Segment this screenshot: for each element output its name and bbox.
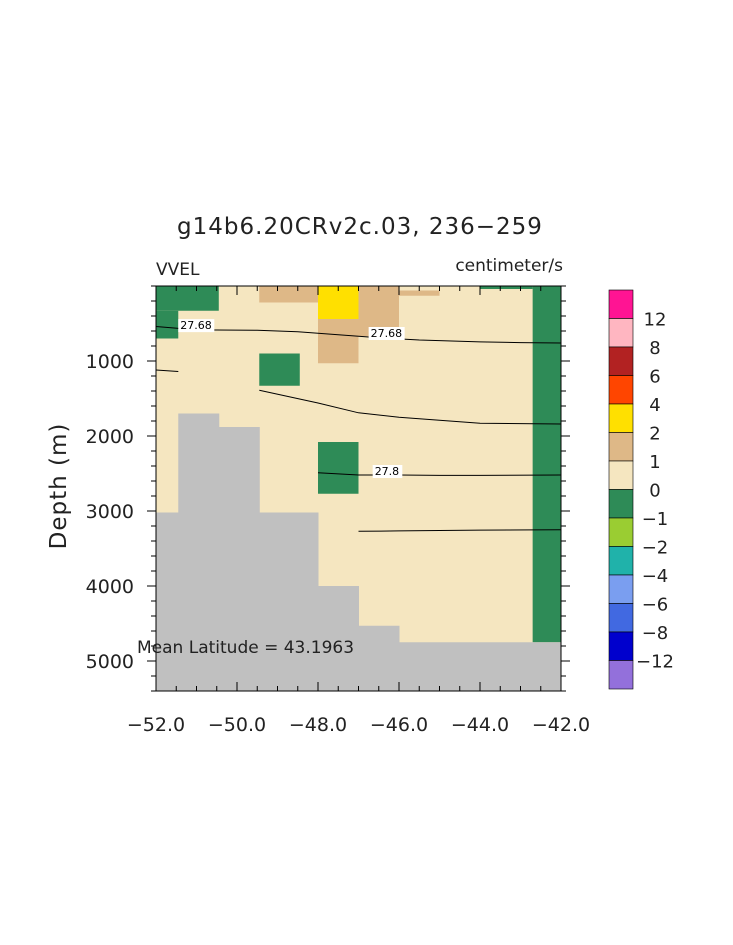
colorbar-label-13: −12 [636, 652, 674, 673]
land-segment-1 [178, 413, 220, 691]
velocity-cell-6 [318, 319, 359, 364]
colorbar-label-2: 8 [649, 338, 660, 359]
velocity-cell-1 [156, 310, 179, 339]
contour-line-3 [259, 389, 562, 425]
colorbar-swatch-4 [608, 403, 634, 433]
colorbar-swatch-10 [608, 574, 634, 604]
variable-label: VVEL [156, 260, 200, 280]
colorbar-swatch-8 [608, 517, 634, 547]
land-mask [156, 413, 562, 691]
colorbar-label-1: 12 [644, 310, 667, 331]
land-segment-5 [358, 625, 400, 691]
velocity-cell-0 [156, 286, 219, 311]
velocity-cell-3 [318, 286, 359, 319]
x-tick-label-0: −52.0 [127, 714, 185, 736]
colorbar-label-7: 0 [649, 481, 660, 502]
units-label: centimeter/s [455, 256, 563, 276]
colorbar-label-6: 1 [649, 452, 660, 473]
colorbar-swatch-1 [608, 318, 634, 348]
velocity-cell-7 [399, 290, 440, 296]
y-axis-label: Depth (m) [46, 423, 72, 550]
colorbar-label-5: 2 [649, 424, 660, 445]
colorbar-swatch-9 [608, 546, 634, 576]
contour-label-box-0 [178, 319, 215, 333]
velocity-cell-2 [259, 286, 318, 303]
y-tick-label-3: 4000 [86, 576, 134, 598]
colorbar [608, 289, 634, 690]
contour-label-0: 27.68 [180, 319, 212, 332]
density-contours: 27.68 27.68 27.8 [155, 319, 562, 532]
colorbar-label-8: −1 [642, 509, 669, 530]
colorbar-label-12: −8 [642, 623, 669, 644]
x-tick-label-5: −42.0 [532, 714, 590, 736]
colorbar-swatch-11 [608, 603, 634, 633]
axis-ticks [147, 285, 570, 692]
y-tick-label-2: 3000 [86, 501, 134, 523]
contour-line-5 [358, 529, 562, 532]
colorbar-swatch-12 [608, 631, 634, 661]
colorbar-swatch-6 [608, 460, 634, 490]
land-segment-4 [318, 586, 359, 691]
land-segment-0 [156, 512, 179, 691]
land-segment-7 [532, 642, 562, 691]
x-tick-label-3: −46.0 [370, 714, 428, 736]
contour-line-4 [317, 472, 562, 476]
contour-label-1: 27.68 [371, 327, 403, 340]
velocity-cell-10 [532, 286, 561, 643]
colorbar-label-10: −4 [642, 566, 669, 587]
land-segment-2 [218, 427, 260, 691]
contour-label-box-4 [372, 465, 403, 478]
axis-tick-labels: −52.0 −50.0 −48.0 −46.0 −44.0 −42.0 1000 2000 30… [86, 351, 590, 736]
y-tick-label-4: 5000 [86, 651, 134, 673]
contour-line-2 [155, 369, 179, 372]
colorbar-swatch-5 [608, 432, 634, 462]
colorbar-label-4: 4 [649, 395, 660, 416]
chart-title: g14b6.20CRv2c.03, 236−259 [177, 214, 543, 240]
y-tick-label-1: 2000 [86, 426, 134, 448]
colorbar-labels: 12 8 6 4 2 1 0 −1 −2 −4 −6 −8 −12 [636, 310, 674, 673]
colorbar-swatch-7 [608, 489, 634, 519]
y-tick-label-0: 1000 [86, 351, 134, 373]
contour-line-0 [155, 326, 562, 344]
x-tick-label-2: −48.0 [289, 714, 347, 736]
colorbar-swatch-13 [608, 660, 634, 690]
land-segment-3 [259, 512, 319, 691]
colorbar-swatch-0 [608, 289, 634, 319]
colorbar-label-11: −6 [642, 595, 669, 616]
x-tick-label-4: −44.0 [451, 714, 509, 736]
mean-latitude-annotation: Mean Latitude = 43.1963 [137, 638, 354, 658]
x-tick-label-1: −50.0 [208, 714, 266, 736]
colorbar-swatch-2 [608, 346, 634, 376]
velocity-cell-11 [480, 286, 533, 289]
velocity-cell-8 [259, 353, 300, 386]
velocity-cell-9 [318, 442, 359, 494]
contour-label-box-1 [368, 327, 405, 340]
colorbar-label-9: −2 [642, 538, 669, 559]
colorbar-swatch-3 [608, 375, 634, 405]
contour-label-4: 27.8 [375, 465, 400, 478]
plot-area: 27.68 27.68 27.8 −52.0 −50.0 −48.0 −46.0 −44.0… [86, 285, 590, 736]
land-segment-6 [399, 642, 534, 691]
colorbar-label-3: 6 [649, 367, 660, 388]
